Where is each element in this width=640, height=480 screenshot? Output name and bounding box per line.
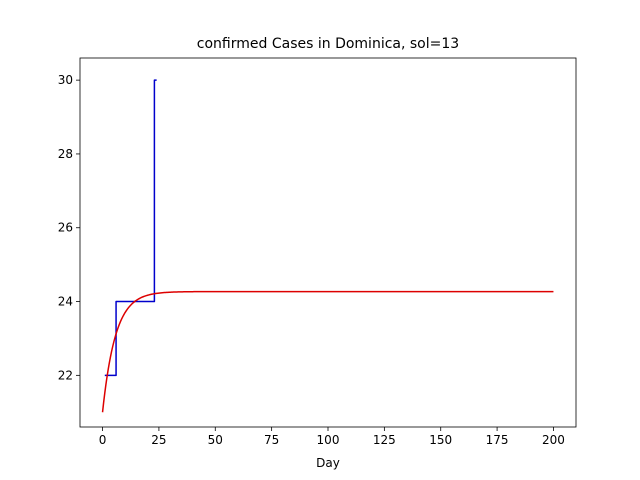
y-tick-label: 26 xyxy=(58,221,73,235)
chart-title: confirmed Cases in Dominica, sol=13 xyxy=(197,36,459,52)
y-tick-label: 24 xyxy=(58,295,73,309)
series-line-model xyxy=(101,290,554,413)
x-tick-label: 125 xyxy=(373,433,396,447)
x-tick-label: 0 xyxy=(99,433,107,447)
x-tick-label: 200 xyxy=(542,433,565,447)
x-tick-label: 75 xyxy=(264,433,279,447)
y-tick-label: 28 xyxy=(58,147,73,161)
x-tick-label: 150 xyxy=(429,433,452,447)
x-tick-label: 25 xyxy=(151,433,166,447)
x-tick-label: 50 xyxy=(208,433,223,447)
x-tick-label: 175 xyxy=(486,433,509,447)
y-tick-label: 30 xyxy=(58,73,73,87)
series-line-confirmed xyxy=(104,79,157,377)
x-axis-label: Day xyxy=(316,456,340,470)
x-tick-label: 100 xyxy=(317,433,340,447)
plot-area: 0 25 50 75 100 125 150 175 200 22 24 26 28 30 xyxy=(58,57,577,447)
y-tick-label: 22 xyxy=(58,368,73,382)
